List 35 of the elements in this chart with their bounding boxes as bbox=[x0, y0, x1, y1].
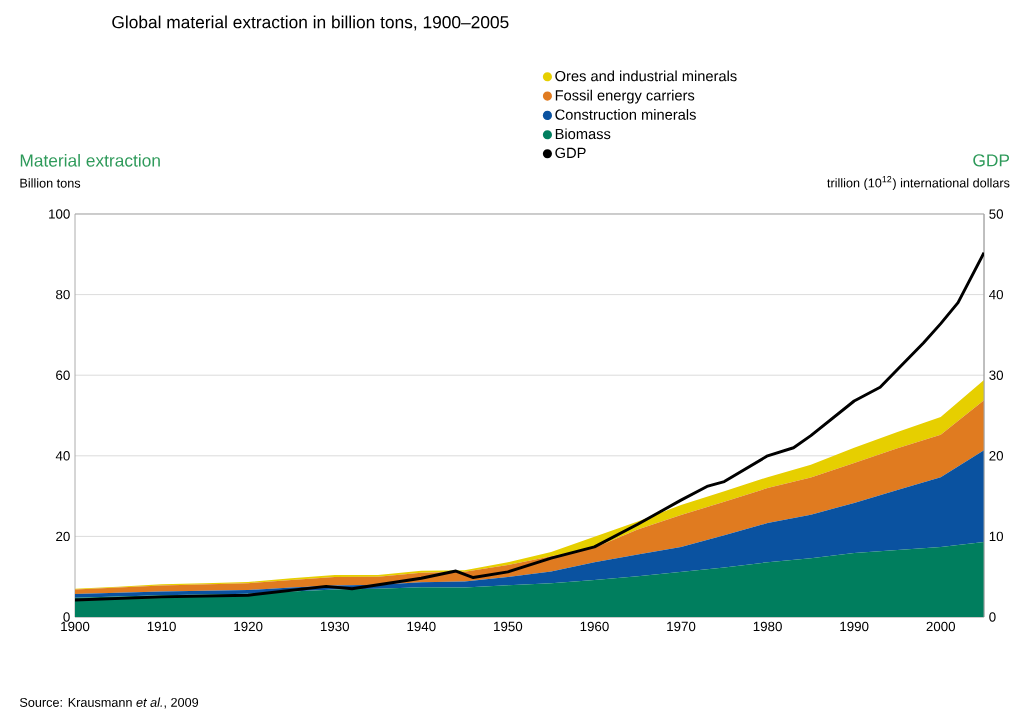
y-tick-label: 20 bbox=[56, 531, 70, 542]
legend-label: GDP bbox=[555, 147, 586, 159]
source-note: Source: Krausmann et al., 2009 bbox=[19, 697, 199, 709]
legend-label: Biomass bbox=[555, 128, 611, 140]
text: Billion tons bbox=[20, 178, 81, 188]
x-tick-label: 2000 bbox=[926, 621, 956, 632]
y2-tick-label: 50 bbox=[989, 209, 1004, 219]
x-tick-label: 1950 bbox=[494, 621, 523, 632]
y-tick-label: 80 bbox=[56, 289, 70, 300]
x-tick-label: 1920 bbox=[234, 621, 263, 632]
x-tick-label: 1990 bbox=[840, 621, 869, 632]
x-tick-label: 1980 bbox=[753, 621, 782, 632]
chart-title: Global material extraction in billion tons, 1900–2005 bbox=[112, 15, 509, 31]
x-tick-label: 1930 bbox=[320, 621, 350, 632]
y2-tick-label: 30 bbox=[989, 370, 1004, 380]
legend-label: Ores and industrial minerals bbox=[555, 70, 737, 82]
x-tick-label: 1900 bbox=[61, 621, 90, 632]
y2-tick-label: 20 bbox=[989, 451, 1004, 461]
y-tick-label: 60 bbox=[56, 370, 70, 380]
text: trillion (10$^{12}$) international dollars bbox=[827, 176, 1010, 190]
x-tick-label: 1910 bbox=[147, 621, 176, 632]
line-series bbox=[75, 251, 985, 602]
y2-axis-title: GDP bbox=[973, 154, 1010, 167]
y2-tick-label: 0 bbox=[989, 612, 996, 622]
y-tick-label: 0 bbox=[63, 612, 70, 622]
y-tick-label: 40 bbox=[55, 451, 70, 461]
legend-label: Construction minerals bbox=[555, 109, 696, 120]
legend-label: Fossil energy carriers bbox=[555, 89, 695, 104]
x-tick-label: 1960 bbox=[580, 621, 609, 632]
x-tick-label: 1970 bbox=[667, 621, 696, 632]
y-tick-label: 100 bbox=[49, 209, 70, 219]
y2-tick-label: 10 bbox=[989, 531, 1004, 542]
y-axis-title: Material extraction bbox=[20, 153, 160, 167]
x-tick-label: 1940 bbox=[407, 621, 436, 632]
y2-tick-label: 40 bbox=[989, 289, 1004, 300]
